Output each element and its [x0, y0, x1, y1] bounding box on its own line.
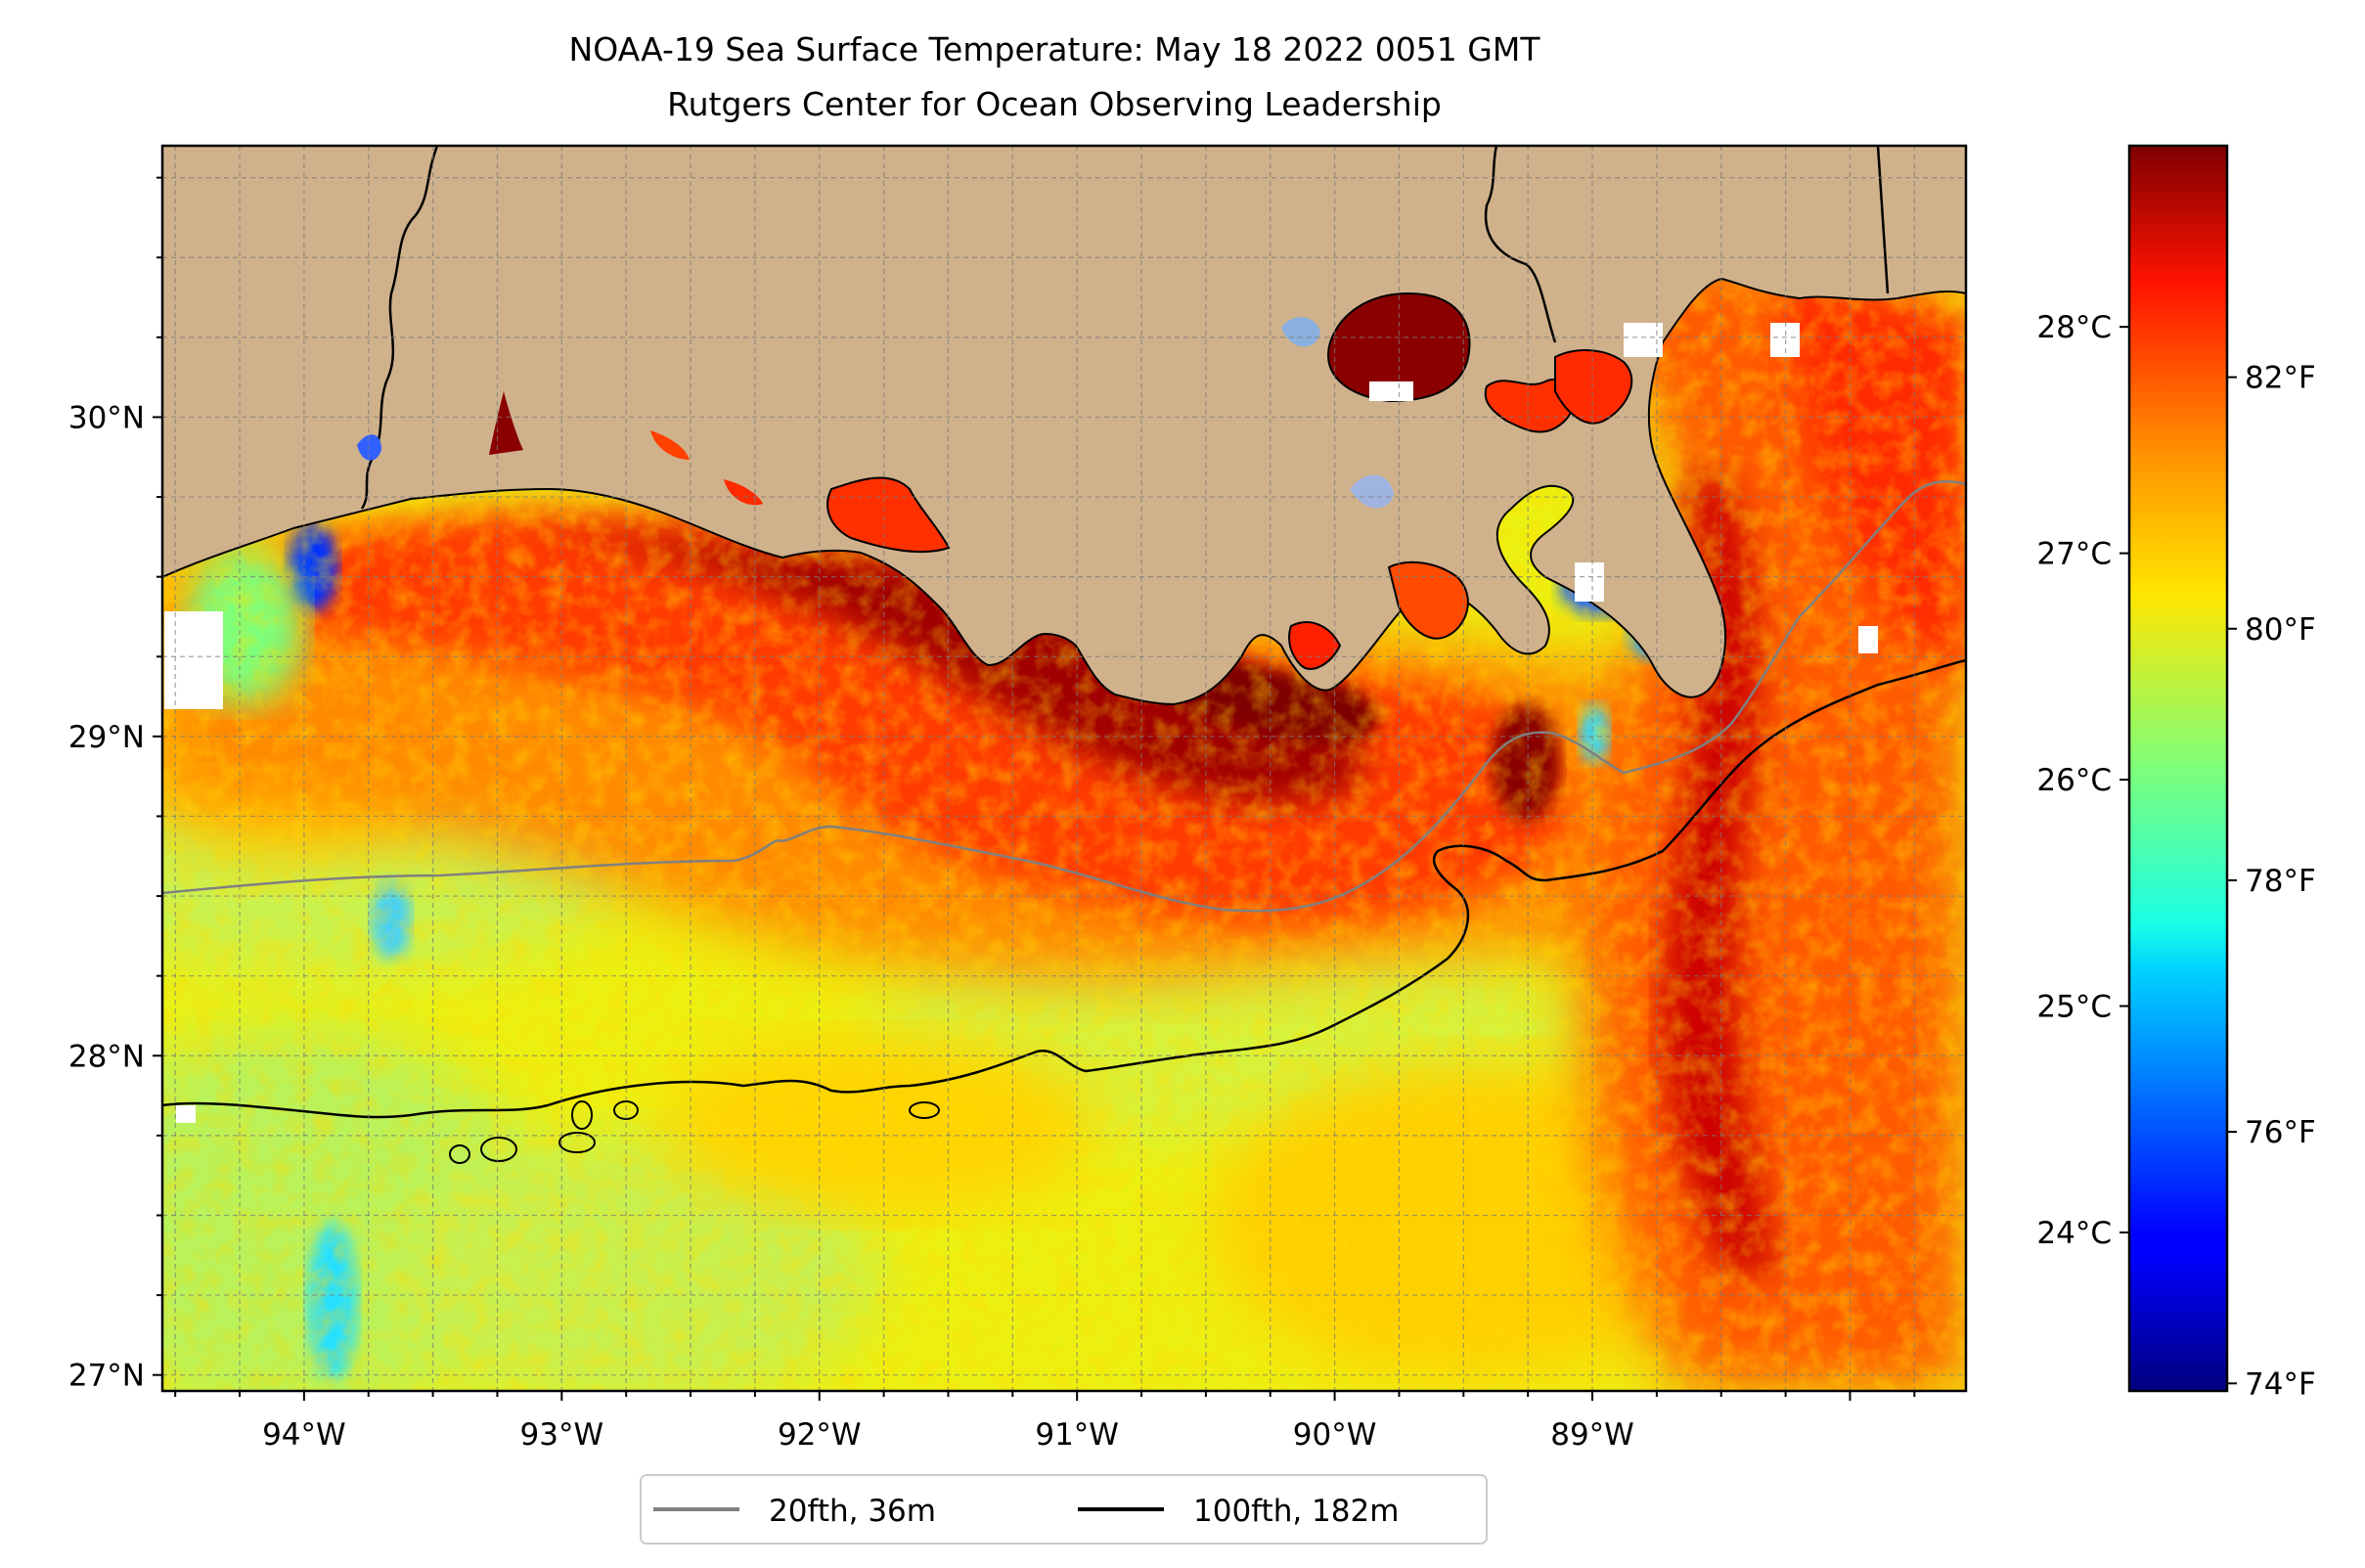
legend-box	[640, 1474, 1488, 1545]
lake-patch	[1350, 474, 1394, 509]
lat-tick-label: 30°N	[68, 400, 145, 435]
colorbar-celsius-label: 25°C	[2036, 990, 2112, 1025]
bank-contour	[558, 1132, 596, 1153]
lake-patch	[650, 430, 690, 460]
axis-ticks	[153, 176, 1916, 1401]
title-line-1: NOAA-19 Sea Surface Temperature: May 18 …	[569, 30, 1541, 68]
colorbar-celsius-label: 28°C	[2036, 310, 2112, 345]
colorbar-fahrenheit-label: 80°F	[2245, 612, 2316, 648]
missing-data	[1575, 562, 1604, 602]
gridlines	[162, 146, 1966, 1391]
title-line-2: Rutgers Center for Ocean Observing Leade…	[667, 85, 1442, 123]
bay-marsh	[826, 476, 951, 554]
colorbar-fahrenheit-label: 74°F	[2245, 1366, 2316, 1402]
map-panel	[162, 146, 1966, 1391]
colorbar-frame	[2127, 144, 2229, 1393]
longitude-labels: 94°W 93°W 92°W 91°W 90°W 89°W	[262, 1417, 1634, 1453]
bank-contour	[480, 1137, 517, 1162]
colorbar-fahrenheit-label: 82°F	[2245, 361, 2316, 396]
isobath-100fth	[162, 658, 1966, 1119]
colorbar-fahrenheit-label: 76°F	[2245, 1115, 2316, 1150]
missing-data	[176, 1105, 196, 1123]
bay-marsh	[1288, 621, 1342, 670]
colorbar-celsius-ticks: 28°C 27°C 26°C 25°C 24°C	[2036, 310, 2129, 1251]
legend: 20fth, 36m 100fth, 182m	[640, 1474, 1488, 1545]
colorbar-celsius-label: 24°C	[2036, 1216, 2112, 1251]
colorbar-fahrenheit-label: 78°F	[2245, 864, 2316, 899]
colorbar: 28°C 27°C 26°C 25°C 24°C 82°F 80°F 78°F 76°F 74°…	[2036, 144, 2316, 1402]
lat-tick-label: 27°N	[68, 1359, 145, 1394]
lake-maurepas	[1281, 317, 1320, 347]
bay-marsh	[1387, 560, 1469, 640]
isobath-20fth	[162, 479, 1966, 913]
legend-label-20fth: 20fth, 36m	[769, 1494, 936, 1529]
map-frame	[160, 144, 1968, 1393]
lon-tick-label: 90°W	[1293, 1417, 1377, 1453]
colorbar-fahrenheit-ticks: 82°F 80°F 78°F 76°F 74°F	[2227, 361, 2316, 1402]
missing-data	[1858, 626, 1878, 653]
missing-data	[164, 611, 223, 709]
legend-label-100fth: 100fth, 182m	[1193, 1494, 1399, 1529]
lon-tick-label: 91°W	[1035, 1417, 1119, 1453]
latitude-labels: 30°N 29°N 28°N 27°N	[68, 400, 145, 1393]
lon-tick-label: 89°W	[1550, 1417, 1634, 1453]
lon-tick-label: 93°W	[520, 1417, 604, 1453]
lake-patch	[357, 434, 381, 461]
lon-tick-label: 92°W	[778, 1417, 862, 1453]
lat-tick-label: 28°N	[68, 1039, 145, 1074]
state-boundary	[1876, 146, 1890, 294]
colorbar-celsius-label: 27°C	[2036, 537, 2112, 572]
colorbar-gradient	[2129, 146, 2227, 1391]
lake-patch	[724, 479, 763, 506]
missing-data	[1369, 381, 1413, 401]
bank-contour	[571, 1100, 593, 1130]
lon-tick-label: 94°W	[262, 1417, 346, 1453]
lat-tick-label: 29°N	[68, 720, 145, 755]
lake-pontchartrain	[1327, 291, 1471, 403]
colorbar-celsius-label: 26°C	[2036, 763, 2112, 798]
bank-contour	[449, 1144, 470, 1164]
bank-contour	[909, 1101, 940, 1119]
